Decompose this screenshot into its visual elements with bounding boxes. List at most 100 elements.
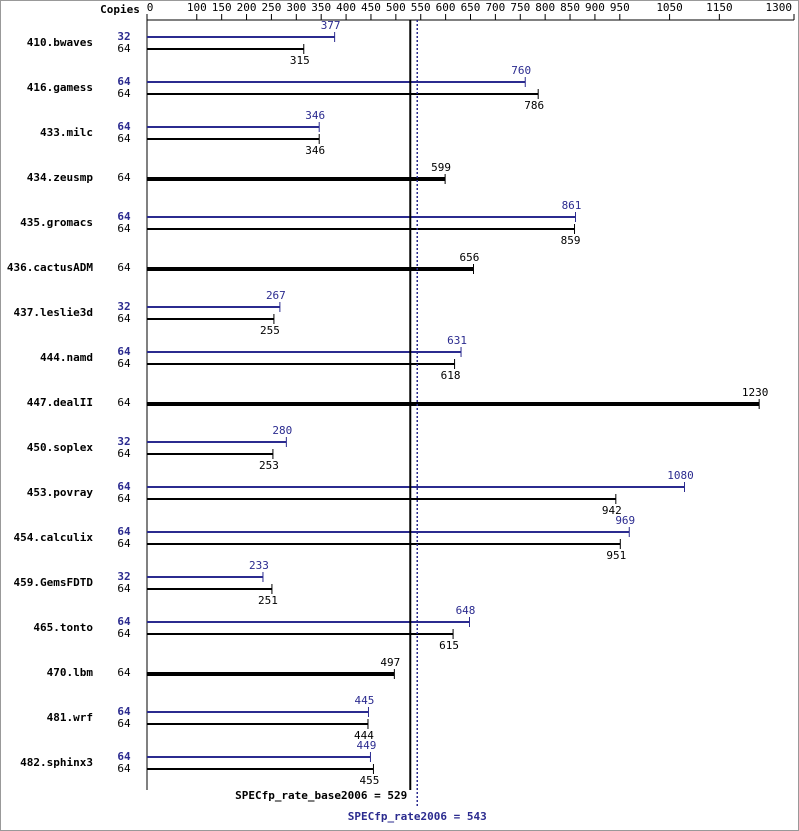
- x-tick-label: 900: [585, 1, 605, 14]
- copies-label: 64: [117, 171, 131, 184]
- x-tick-label: 1150: [706, 1, 733, 14]
- benchmark-name: 436.cactusADM: [7, 261, 93, 274]
- value-label: 648: [456, 604, 476, 617]
- value-label: 315: [290, 54, 310, 67]
- bar: [147, 531, 630, 533]
- copies-label: 64: [117, 345, 131, 358]
- bar: [147, 318, 274, 320]
- benchmark-name: 437.leslie3d: [14, 306, 93, 319]
- value-label: 497: [380, 656, 400, 669]
- x-tick-label: 950: [610, 1, 630, 14]
- benchmark-name: 433.milc: [40, 126, 93, 139]
- value-label: 445: [355, 694, 375, 707]
- value-label: 631: [447, 334, 467, 347]
- benchmark-name: 434.zeusmp: [27, 171, 94, 184]
- bar: [147, 633, 454, 635]
- bar: [147, 672, 395, 676]
- copies-label: 64: [117, 525, 131, 538]
- value-label: 859: [561, 234, 581, 247]
- x-tick-label: 1050: [656, 1, 683, 14]
- copies-label: 64: [117, 396, 131, 409]
- copies-label: 64: [117, 666, 131, 679]
- benchmark-name: 481.wrf: [47, 711, 93, 724]
- bar: [147, 363, 455, 365]
- x-tick-label: 250: [261, 1, 281, 14]
- benchmark-name: 465.tonto: [33, 621, 93, 634]
- benchmark-name: 450.soplex: [27, 441, 94, 454]
- bar: [147, 723, 368, 725]
- value-label: 455: [360, 774, 380, 787]
- value-label: 377: [321, 19, 341, 32]
- value-label: 1080: [667, 469, 694, 482]
- copies-label: 64: [117, 582, 131, 595]
- copies-label: 64: [117, 222, 131, 235]
- bar: [147, 306, 280, 308]
- copies-label: 32: [117, 30, 130, 43]
- copies-label: 64: [117, 312, 131, 325]
- x-tick-label: 200: [237, 1, 257, 14]
- bar: [147, 216, 576, 218]
- value-label: 1230: [742, 386, 769, 399]
- copies-label: 64: [117, 357, 131, 370]
- copies-label: 64: [117, 261, 131, 274]
- copies-label: 64: [117, 750, 131, 763]
- bar: [147, 453, 273, 455]
- copies-label: 64: [117, 120, 131, 133]
- copies-label: 64: [117, 705, 131, 718]
- bar: [147, 441, 287, 443]
- x-tick-label: 750: [510, 1, 530, 14]
- benchmark-name: 435.gromacs: [20, 216, 93, 229]
- benchmark-name: 453.povray: [27, 486, 94, 499]
- value-label: 951: [606, 549, 626, 562]
- bar: [147, 177, 446, 181]
- bar: [147, 588, 272, 590]
- copies-label: 64: [117, 480, 131, 493]
- x-tick-label: 650: [461, 1, 481, 14]
- bar: [147, 351, 462, 353]
- reference-label: SPECfp_rate_base2006 = 529: [235, 789, 407, 802]
- copies-label: 32: [117, 435, 130, 448]
- x-tick-label: 450: [361, 1, 381, 14]
- benchmark-name: 447.dealII: [27, 396, 93, 409]
- bar: [147, 486, 685, 488]
- bar: [147, 768, 374, 770]
- x-tick-label: 300: [286, 1, 306, 14]
- copies-label: 64: [117, 762, 131, 775]
- x-tick-label: 600: [436, 1, 456, 14]
- bar: [147, 621, 470, 623]
- x-tick-label: 1300: [766, 1, 793, 14]
- copies-label: 64: [117, 447, 131, 460]
- value-label: 969: [615, 514, 635, 527]
- copies-label: 64: [117, 87, 131, 100]
- benchmark-name: 444.namd: [40, 351, 93, 364]
- bar: [147, 576, 263, 578]
- bar: [147, 711, 369, 713]
- bar: [147, 126, 320, 128]
- value-label: 233: [249, 559, 269, 572]
- x-tick-label: 150: [212, 1, 232, 14]
- value-label: 449: [357, 739, 377, 752]
- x-tick-label: 850: [560, 1, 580, 14]
- benchmark-name: 470.lbm: [47, 666, 94, 679]
- bar: [147, 402, 760, 406]
- bar: [147, 138, 320, 140]
- value-label: 444: [354, 729, 374, 742]
- x-tick-label: 350: [311, 1, 331, 14]
- benchmark-name: 416.gamess: [27, 81, 93, 94]
- value-label: 618: [441, 369, 461, 382]
- copies-header: Copies: [100, 3, 140, 16]
- bar: [147, 93, 539, 95]
- copies-label: 64: [117, 627, 131, 640]
- x-tick-label: 0: [147, 1, 154, 14]
- bar: [147, 48, 304, 50]
- value-label: 786: [524, 99, 544, 112]
- copies-label: 64: [117, 615, 131, 628]
- value-label: 760: [511, 64, 531, 77]
- value-label: 942: [602, 504, 622, 517]
- bar: [147, 498, 616, 500]
- bar: [147, 36, 335, 38]
- copies-label: 64: [117, 132, 131, 145]
- benchmark-name: 459.GemsFDTD: [14, 576, 94, 589]
- copies-label: 64: [117, 210, 131, 223]
- reference-label: SPECfp_rate2006 = 543: [348, 810, 487, 823]
